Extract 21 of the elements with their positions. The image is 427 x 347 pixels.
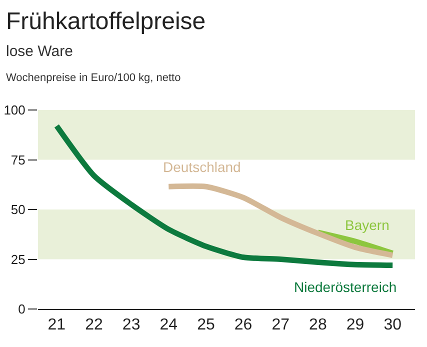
x-tick-label: 22 xyxy=(85,316,103,334)
x-tick-label: 28 xyxy=(309,316,327,334)
x-tick-label: 27 xyxy=(272,316,290,334)
series-label: Niederösterreich xyxy=(294,279,397,295)
y-tick-label: 75 xyxy=(10,152,26,168)
y-axis-title: Wochenpreise in Euro/100 kg, netto xyxy=(6,72,181,84)
x-tick-label: 29 xyxy=(346,316,364,334)
x-tick-label: 24 xyxy=(160,316,178,334)
x-tick-label: 26 xyxy=(234,316,252,334)
y-tick-label: 0 xyxy=(18,302,26,317)
y-tick-label: 50 xyxy=(10,202,26,218)
y-tick-label: 25 xyxy=(10,252,26,267)
chart-title: Frühkartoffelpreise xyxy=(6,8,206,35)
x-tick-label: 21 xyxy=(48,316,66,334)
y-tick-label: 100 xyxy=(4,102,26,118)
x-tick-label: 25 xyxy=(197,316,215,334)
x-tick-label: 30 xyxy=(384,316,402,334)
x-tick-label: 23 xyxy=(122,316,140,334)
chart-subtitle: lose Ware xyxy=(6,43,73,60)
series-label: Deutschland xyxy=(163,159,241,175)
series-label: Bayern xyxy=(345,217,390,233)
